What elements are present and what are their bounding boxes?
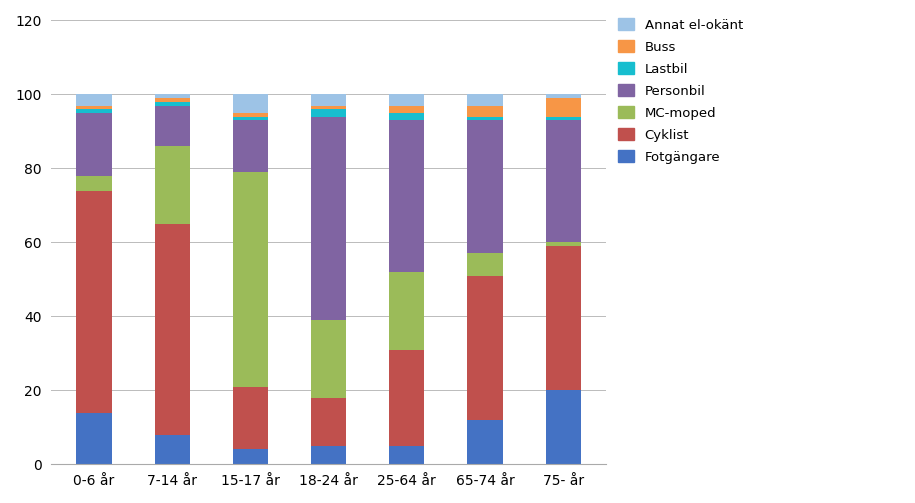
Bar: [155, 435, 189, 464]
Bar: [468, 117, 502, 120]
Bar: [311, 106, 346, 109]
Bar: [232, 113, 268, 117]
Bar: [155, 106, 189, 146]
Bar: [76, 109, 112, 113]
Bar: [389, 350, 425, 446]
Bar: [545, 117, 581, 120]
Bar: [155, 95, 189, 98]
Bar: [389, 446, 425, 464]
Bar: [545, 246, 581, 390]
Bar: [545, 98, 581, 117]
Bar: [232, 450, 268, 464]
Bar: [468, 95, 502, 106]
Bar: [232, 95, 268, 113]
Bar: [389, 113, 425, 120]
Bar: [389, 120, 425, 272]
Bar: [468, 120, 502, 254]
Bar: [311, 117, 346, 320]
Bar: [468, 254, 502, 276]
Bar: [545, 120, 581, 242]
Bar: [76, 191, 112, 412]
Bar: [389, 95, 425, 106]
Bar: [311, 109, 346, 117]
Bar: [232, 120, 268, 172]
Bar: [155, 146, 189, 224]
Bar: [545, 95, 581, 98]
Bar: [232, 117, 268, 120]
Bar: [76, 412, 112, 464]
Bar: [311, 398, 346, 446]
Bar: [311, 95, 346, 106]
Bar: [155, 224, 189, 435]
Bar: [468, 276, 502, 420]
Bar: [389, 272, 425, 350]
Legend: Annat el-okänt, Buss, Lastbil, Personbil, MC-moped, Cyklist, Fotgängare: Annat el-okänt, Buss, Lastbil, Personbil…: [619, 18, 743, 163]
Bar: [76, 113, 112, 176]
Bar: [311, 320, 346, 398]
Bar: [468, 420, 502, 464]
Bar: [155, 98, 189, 102]
Bar: [76, 95, 112, 106]
Bar: [76, 106, 112, 109]
Bar: [76, 176, 112, 191]
Bar: [232, 387, 268, 450]
Bar: [155, 102, 189, 106]
Bar: [468, 106, 502, 117]
Bar: [389, 106, 425, 113]
Bar: [545, 390, 581, 464]
Bar: [232, 172, 268, 387]
Bar: [311, 446, 346, 464]
Bar: [545, 242, 581, 246]
